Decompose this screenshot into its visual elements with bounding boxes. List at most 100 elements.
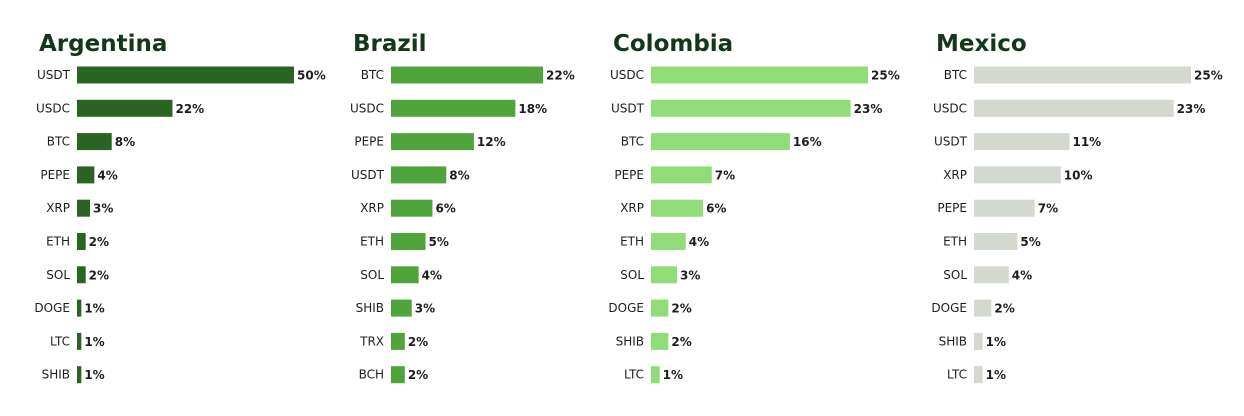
panel-title: Argentina	[39, 31, 167, 57]
category-label: LTC	[624, 368, 644, 382]
value-label: 10%	[1064, 168, 1093, 182]
category-label: XRP	[360, 201, 384, 215]
bar	[77, 199, 91, 217]
value-label: 2%	[408, 335, 428, 349]
bar	[974, 66, 1191, 84]
category-label: ETH	[943, 235, 967, 249]
value-label: 2%	[89, 268, 109, 282]
value-label: 2%	[89, 235, 109, 249]
bar	[651, 332, 669, 350]
category-label: PEPE	[354, 135, 384, 149]
bar	[77, 332, 82, 350]
category-label: BTC	[944, 68, 967, 82]
value-label: 1%	[84, 302, 104, 316]
category-label: USDT	[934, 135, 968, 149]
bar	[77, 366, 82, 384]
bar	[974, 332, 983, 350]
category-label: ETH	[360, 235, 384, 249]
panel-colombia: Colombia USDC 25% USDT 23% BTC 16% PEPE 7% XRP 6% E…	[608, 31, 900, 384]
value-label: 8%	[115, 135, 135, 149]
category-label: DOGE	[608, 301, 644, 315]
bar	[974, 366, 983, 384]
category-label: PEPE	[614, 168, 644, 182]
category-label: USDT	[611, 101, 645, 115]
value-label: 3%	[415, 302, 435, 316]
bar	[651, 99, 851, 117]
bar	[974, 166, 1061, 184]
bar	[974, 99, 1174, 117]
value-label: 6%	[706, 202, 726, 216]
value-label: 25%	[871, 69, 900, 83]
bar	[77, 299, 82, 317]
value-label: 5%	[429, 235, 449, 249]
category-label: BCH	[359, 368, 384, 382]
value-label: 50%	[297, 69, 326, 83]
bar	[651, 233, 686, 250]
bar	[651, 66, 868, 84]
panel-argentina: Argentina USDT 50% USDC 22% BTC 8% PEPE 4% XRP 3% E…	[34, 31, 326, 384]
value-label: 16%	[793, 135, 822, 149]
value-label: 7%	[1038, 202, 1058, 216]
category-label: SHIB	[616, 334, 644, 348]
category-label: SOL	[943, 268, 967, 282]
category-label: BTC	[361, 68, 384, 82]
bar	[391, 266, 419, 284]
category-label: DOGE	[931, 301, 967, 315]
value-label: 12%	[477, 135, 506, 149]
category-label: SHIB	[356, 301, 384, 315]
bar	[651, 133, 790, 151]
value-label: 8%	[449, 168, 469, 182]
value-label: 4%	[422, 268, 442, 282]
category-label: SHIB	[939, 334, 967, 348]
value-label: 6%	[435, 202, 455, 216]
category-label: ETH	[46, 235, 70, 249]
category-label: XRP	[46, 201, 70, 215]
value-label: 11%	[1072, 135, 1101, 149]
value-label: 4%	[1012, 268, 1032, 282]
value-label: 2%	[671, 335, 691, 349]
bar	[974, 199, 1035, 217]
panel-mexico: Mexico BTC 25% USDC 23% USDT 11% XRP 10% PEPE 7% ET…	[931, 31, 1223, 384]
bar	[77, 233, 86, 250]
bar	[391, 133, 474, 151]
category-label: PEPE	[40, 168, 70, 182]
bar	[391, 199, 433, 217]
value-label: 5%	[1020, 235, 1040, 249]
value-label: 22%	[175, 102, 204, 116]
bar	[651, 166, 712, 184]
category-label: PEPE	[937, 201, 967, 215]
bar	[651, 199, 704, 217]
bar	[391, 332, 405, 350]
bar	[651, 366, 660, 384]
bar	[391, 66, 543, 84]
bar	[974, 266, 1009, 284]
category-label: SHIB	[42, 368, 70, 382]
bar	[77, 133, 112, 151]
value-label: 4%	[689, 235, 709, 249]
category-label: BTC	[47, 135, 70, 149]
value-label: 1%	[84, 368, 104, 382]
value-label: 3%	[93, 202, 113, 216]
value-label: 23%	[854, 102, 883, 116]
bar	[974, 299, 992, 317]
bar	[391, 166, 447, 184]
bar	[651, 299, 669, 317]
value-label: 4%	[97, 168, 117, 182]
bar	[391, 233, 426, 250]
bar	[651, 266, 678, 284]
panel-title: Mexico	[936, 31, 1027, 57]
value-label: 23%	[1177, 102, 1206, 116]
bar	[391, 299, 412, 317]
value-label: 2%	[994, 302, 1014, 316]
category-label: SOL	[620, 268, 644, 282]
category-label: USDC	[350, 101, 384, 115]
category-label: DOGE	[34, 301, 70, 315]
value-label: 1%	[663, 368, 683, 382]
category-label: USDC	[933, 101, 967, 115]
category-label: USDC	[610, 68, 644, 82]
category-label: ETH	[620, 235, 644, 249]
bar	[391, 99, 516, 117]
value-label: 22%	[546, 69, 575, 83]
value-label: 2%	[671, 302, 691, 316]
